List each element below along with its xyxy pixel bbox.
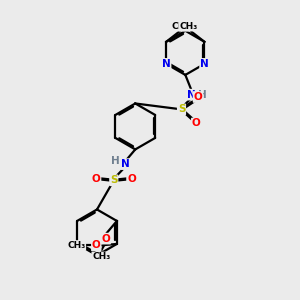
Text: S: S <box>110 175 118 185</box>
Text: O: O <box>194 92 202 102</box>
Text: CH₃: CH₃ <box>179 22 197 31</box>
Text: H: H <box>112 156 120 166</box>
Text: S: S <box>178 104 185 114</box>
Text: N: N <box>200 59 209 69</box>
Text: O: O <box>92 174 100 184</box>
Text: O: O <box>101 234 110 244</box>
Text: N: N <box>162 59 171 69</box>
Text: CH₃: CH₃ <box>67 241 86 250</box>
Text: O: O <box>192 118 201 128</box>
Text: CH₃: CH₃ <box>172 22 190 31</box>
Text: O: O <box>92 240 101 250</box>
Text: N: N <box>188 90 196 100</box>
Text: CH₃: CH₃ <box>92 252 110 261</box>
Text: H: H <box>198 90 206 100</box>
Text: N: N <box>121 159 130 169</box>
Text: O: O <box>127 174 136 184</box>
